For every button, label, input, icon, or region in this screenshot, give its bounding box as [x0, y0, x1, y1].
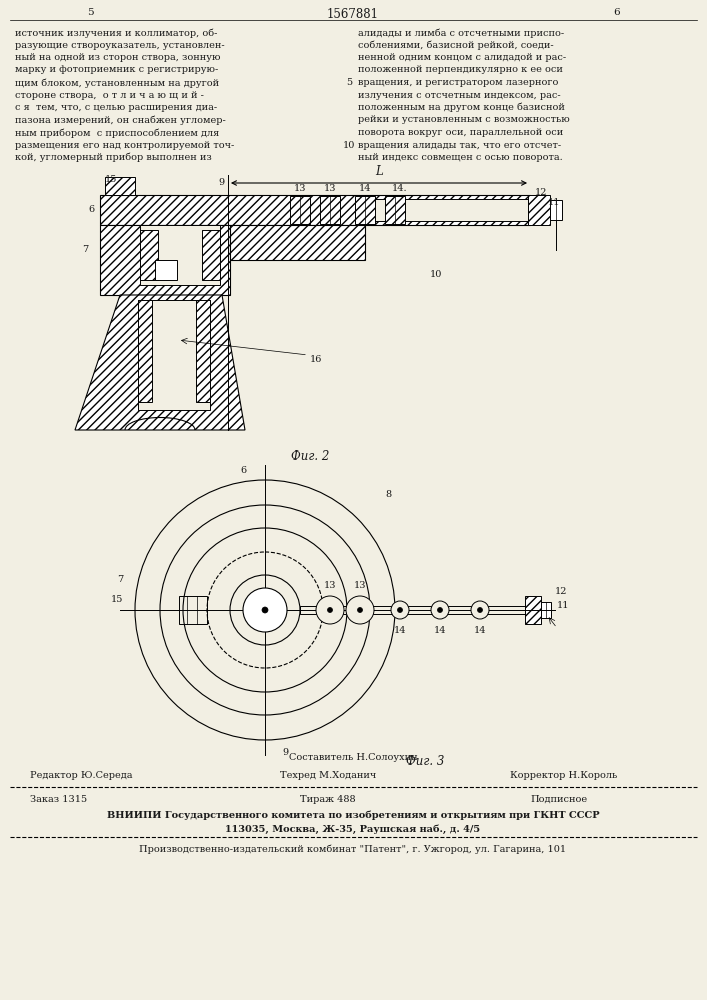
Circle shape — [477, 607, 482, 612]
Text: 14: 14 — [358, 184, 371, 193]
Bar — [290, 196, 310, 224]
Bar — [100, 225, 230, 295]
Text: алидады и лимба с отсчетными приспо-: алидады и лимба с отсчетными приспо- — [358, 28, 564, 37]
Text: 14: 14 — [434, 626, 446, 635]
Text: 6: 6 — [89, 205, 95, 214]
Circle shape — [243, 588, 287, 632]
Text: 9: 9 — [282, 748, 288, 757]
Text: 10: 10 — [343, 140, 355, 149]
Text: щим блоком, установленным на другой: щим блоком, установленным на другой — [15, 78, 219, 88]
Circle shape — [391, 601, 409, 619]
Bar — [105, 177, 135, 195]
Bar — [179, 596, 207, 624]
Polygon shape — [75, 295, 245, 430]
Text: Тираж 488: Тираж 488 — [300, 795, 356, 804]
Text: ный на одной из сторон створа, зонную: ный на одной из сторон створа, зонную — [15, 53, 221, 62]
Text: 13: 13 — [354, 581, 366, 590]
Circle shape — [431, 601, 449, 619]
Text: стороне створа,  о т л и ч а ю щ и й -: стороне створа, о т л и ч а ю щ и й - — [15, 91, 204, 100]
Text: вращения алидады так, что его отсчет-: вращения алидады так, что его отсчет- — [358, 140, 561, 149]
Bar — [528, 195, 550, 225]
Text: ВНИИПИ Государственного комитета по изобретениям и открытиям при ГКНТ СССР: ВНИИПИ Государственного комитета по изоб… — [107, 811, 600, 820]
Text: ный индекс совмещен с осью поворота.: ный индекс совмещен с осью поворота. — [358, 153, 563, 162]
Bar — [155, 260, 177, 280]
Text: 14: 14 — [394, 626, 407, 635]
Text: Фиг. 2: Фиг. 2 — [291, 450, 329, 463]
Text: 6: 6 — [240, 466, 246, 475]
Text: размещения его над контролируемой точ-: размещения его над контролируемой точ- — [15, 140, 234, 149]
Text: 13: 13 — [293, 184, 306, 193]
Bar — [365, 199, 528, 221]
Text: 15: 15 — [110, 595, 123, 604]
Circle shape — [262, 607, 268, 613]
Circle shape — [358, 607, 363, 612]
Text: 14: 14 — [474, 626, 486, 635]
Text: 1567881: 1567881 — [327, 8, 379, 21]
Text: с я  тем, что, с целью расширения диа-: с я тем, что, с целью расширения диа- — [15, 103, 217, 112]
Text: 113035, Москва, Ж-35, Раушская наб., д. 4/5: 113035, Москва, Ж-35, Раушская наб., д. … — [226, 824, 481, 834]
Text: Составитель Н.Солоухин: Составитель Н.Солоухин — [288, 753, 417, 762]
Bar — [355, 196, 375, 224]
Text: L: L — [375, 165, 383, 178]
Text: 7: 7 — [117, 576, 123, 584]
Text: 7: 7 — [82, 245, 88, 254]
Bar — [140, 230, 158, 280]
Text: 11: 11 — [557, 600, 570, 609]
Text: рейки и установленным с возможностью: рейки и установленным с возможностью — [358, 115, 570, 124]
Text: 11: 11 — [548, 198, 561, 207]
Circle shape — [397, 607, 402, 612]
Text: положенной перпендикулярно к ее оси: положенной перпендикулярно к ее оси — [358, 66, 563, 75]
Text: Заказ 1315: Заказ 1315 — [30, 795, 87, 804]
Bar — [541, 602, 551, 618]
Text: Подписное: Подписное — [530, 795, 587, 804]
Text: Производственно-издательский комбинат "Патент", г. Ужгород, ул. Гагарина, 101: Производственно-издательский комбинат "П… — [139, 845, 566, 854]
Circle shape — [327, 607, 332, 612]
Bar — [100, 195, 530, 225]
Bar — [196, 300, 210, 402]
Text: 14.: 14. — [392, 184, 408, 193]
Text: кой, угломерный прибор выполнен из: кой, угломерный прибор выполнен из — [15, 153, 212, 162]
Circle shape — [438, 607, 443, 612]
Circle shape — [316, 596, 344, 624]
Text: 10: 10 — [430, 270, 443, 279]
Text: поворота вокруг оси, параллельной оси: поворота вокруг оси, параллельной оси — [358, 128, 563, 137]
Text: 12: 12 — [555, 587, 568, 596]
Text: 13: 13 — [324, 581, 337, 590]
Text: разующие створоуказатель, установлен-: разующие створоуказатель, установлен- — [15, 40, 225, 49]
Bar — [300, 606, 545, 614]
Bar — [138, 300, 152, 402]
Bar — [525, 596, 541, 624]
Text: Редактор Ю.Середа: Редактор Ю.Середа — [30, 771, 132, 780]
Text: положенным на другом конце базисной: положенным на другом конце базисной — [358, 103, 565, 112]
Text: 5: 5 — [87, 8, 93, 17]
Bar — [320, 196, 340, 224]
Text: источник излучения и коллиматор, об-: источник излучения и коллиматор, об- — [15, 28, 217, 37]
Text: Корректор Н.Король: Корректор Н.Король — [510, 771, 617, 780]
Text: Техред М.Ходанич: Техред М.Ходанич — [280, 771, 376, 780]
Circle shape — [471, 601, 489, 619]
Bar — [138, 300, 210, 410]
Circle shape — [346, 596, 374, 624]
Text: 12: 12 — [535, 188, 547, 197]
Text: ным прибором  с приспособлением для: ным прибором с приспособлением для — [15, 128, 219, 137]
Text: 13: 13 — [324, 184, 337, 193]
Text: 8: 8 — [385, 490, 391, 499]
Text: 16: 16 — [310, 355, 322, 364]
Bar — [550, 200, 562, 220]
Text: ненной одним концом с алидадой и рас-: ненной одним концом с алидадой и рас- — [358, 53, 566, 62]
Text: пазона измерений, он снабжен угломер-: пазона измерений, он снабжен угломер- — [15, 115, 226, 125]
Text: вращения, и регистратором лазерного: вращения, и регистратором лазерного — [358, 78, 559, 87]
Bar — [202, 230, 220, 280]
Text: 9: 9 — [219, 178, 225, 187]
Text: 6: 6 — [614, 8, 620, 17]
Text: 5: 5 — [346, 78, 352, 87]
Bar — [385, 196, 405, 224]
Text: Фиг. 3: Фиг. 3 — [406, 755, 444, 768]
Bar — [230, 225, 365, 260]
Text: марку и фотоприемник с регистрирую-: марку и фотоприемник с регистрирую- — [15, 66, 218, 75]
Bar — [140, 225, 220, 285]
Text: излучения с отсчетным индексом, рас-: излучения с отсчетным индексом, рас- — [358, 91, 561, 100]
Text: 15: 15 — [105, 175, 117, 184]
Text: соблениями, базисной рейкой, соеди-: соблениями, базисной рейкой, соеди- — [358, 40, 554, 50]
